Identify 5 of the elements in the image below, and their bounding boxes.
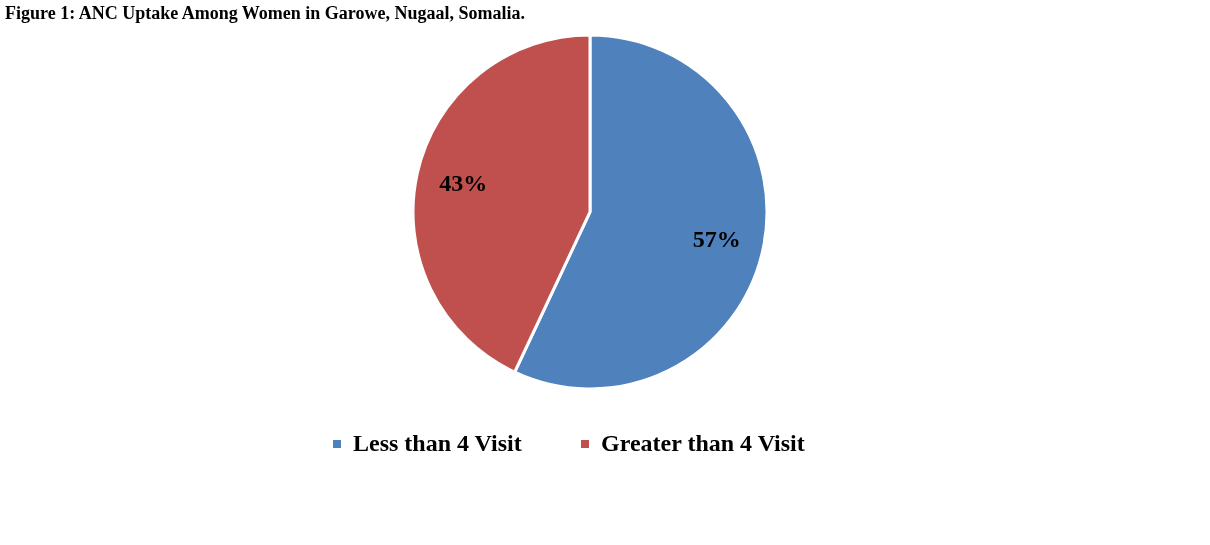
legend-label: Greater than 4 Visit xyxy=(601,430,805,456)
chart-title: Figure 1: ANC Uptake Among Women in Garowe, Nugaal, Somalia. xyxy=(5,3,526,23)
legend-label: Less than 4 Visit xyxy=(353,430,522,456)
data-label: 57% xyxy=(692,226,741,253)
data-label: 43% xyxy=(439,169,488,196)
